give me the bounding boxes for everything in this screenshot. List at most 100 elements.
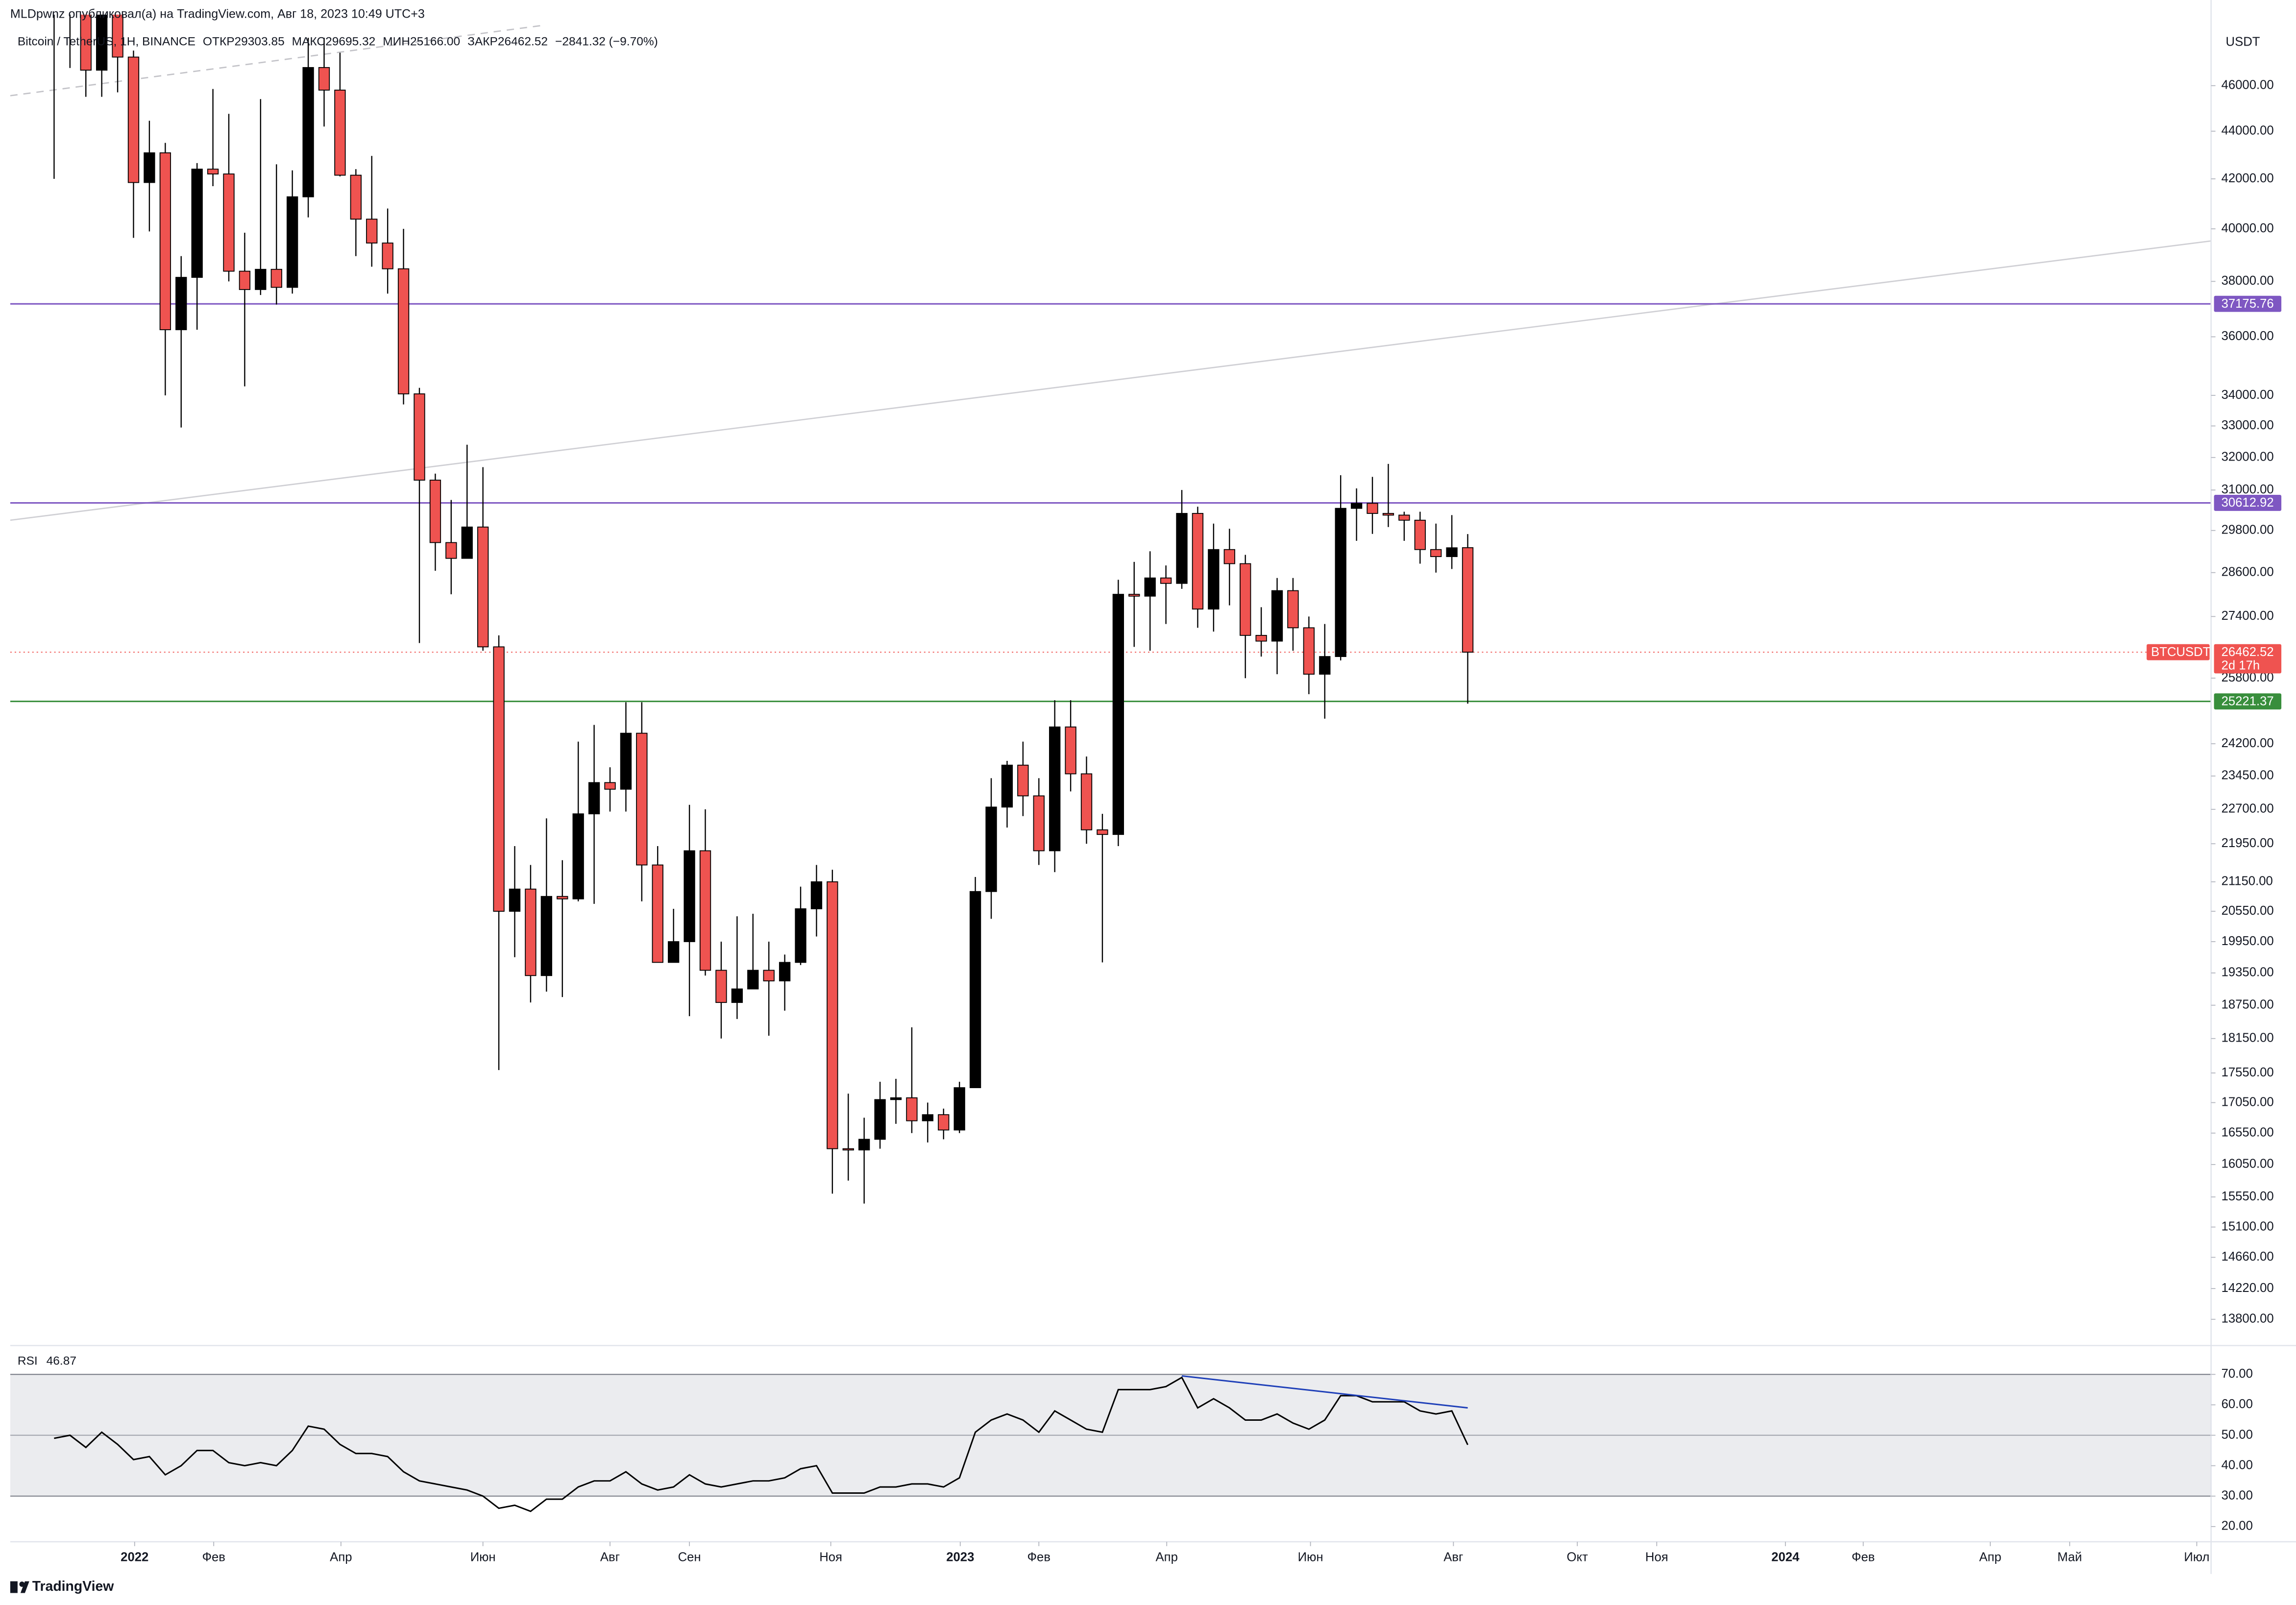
y-tick-label: 24200.00 <box>2222 736 2274 750</box>
y-tick-label: 15550.00 <box>2222 1190 2274 1203</box>
rsi-tick-label: 30.00 <box>2222 1489 2253 1503</box>
candle-body <box>922 1114 934 1121</box>
price-pane <box>10 14 2211 1204</box>
candle-body <box>906 1097 918 1121</box>
x-tick-label: Апр <box>330 1551 352 1564</box>
y-tick-label: 21950.00 <box>2222 836 2274 850</box>
candle-body <box>239 270 251 290</box>
y-tick-label: 17550.00 <box>2222 1066 2274 1079</box>
y-tick-label: 38000.00 <box>2222 274 2274 288</box>
level-label: 37175.76 <box>2222 297 2274 311</box>
y-tick-label: 28600.00 <box>2222 565 2274 579</box>
footer-brand: TradingView <box>32 1579 115 1594</box>
candle-body <box>636 732 648 866</box>
candle-body <box>112 14 123 58</box>
candle-body <box>445 542 457 559</box>
candle-body <box>255 268 267 290</box>
x-tick-label: Окт <box>1567 1551 1588 1564</box>
y-tick-label: 21150.00 <box>2222 875 2273 888</box>
candle-body <box>652 864 663 963</box>
rsi-tick-label: 20.00 <box>2222 1519 2253 1533</box>
candle-body <box>763 970 775 982</box>
y-tick-label: 19350.00 <box>2222 966 2274 979</box>
y-tick-label: 18750.00 <box>2222 998 2274 1012</box>
y-tick-label: 17050.00 <box>2222 1095 2274 1109</box>
rsi-legend: RSI 46.87 <box>18 1355 76 1368</box>
rsi-trendline <box>1181 1375 1468 1409</box>
candle-body <box>684 850 695 942</box>
candle-body <box>429 480 441 543</box>
symbol-label: BTCUSDT <box>2151 645 2211 659</box>
candle-body <box>1335 508 1346 657</box>
price-label-bg <box>2214 644 2282 674</box>
y-tick-label: 36000.00 <box>2222 329 2274 343</box>
candle-body <box>302 67 314 197</box>
candle-body <box>938 1114 950 1131</box>
rsi-tick-label: 70.00 <box>2222 1367 2253 1381</box>
y-tick-label: 44000.00 <box>2222 124 2274 138</box>
logo-part <box>19 1581 25 1587</box>
y-tick-label: 15100.00 <box>2222 1219 2274 1233</box>
rsi-value: 46.87 <box>47 1355 76 1368</box>
legend-item: МАКС29695.32 <box>292 35 376 49</box>
candle-body <box>191 169 203 278</box>
x-tick-label: Апр <box>1156 1551 1178 1564</box>
candle-body <box>572 813 584 900</box>
candle-body <box>1271 590 1283 642</box>
candle-body <box>969 891 981 1088</box>
y-tick-label: 34000.00 <box>2222 388 2274 402</box>
candle-body <box>1430 549 1442 557</box>
y-tick-label: 19950.00 <box>2222 934 2274 948</box>
x-tick-label: Фев <box>1027 1551 1050 1564</box>
candle-body <box>1097 829 1108 835</box>
logo-part <box>10 1581 18 1593</box>
level-label-bg <box>2214 295 2282 312</box>
candle-body <box>414 393 425 481</box>
legend-item: −2841.32 (−9.70%) <box>555 35 658 49</box>
y-tick-label: 33000.00 <box>2222 418 2274 432</box>
logo-part <box>20 1581 29 1593</box>
candle-body <box>1462 547 1474 653</box>
candle-body <box>144 152 155 183</box>
y-tick-label: 32000.00 <box>2222 450 2274 464</box>
candle-body <box>810 881 823 909</box>
trendline <box>10 240 2211 521</box>
rsi-name: RSI <box>18 1355 38 1368</box>
x-tick-label: Июн <box>1298 1551 1323 1564</box>
rsi-line <box>54 1376 1468 1512</box>
currency: USDT <box>2226 35 2260 49</box>
y-tick-label: 20550.00 <box>2222 904 2274 918</box>
candle-body <box>525 888 537 976</box>
candle-body <box>207 169 219 175</box>
price-label: 26462.52 <box>2222 645 2274 659</box>
candle-body <box>1065 726 1076 775</box>
texts: MLDpwnz опубликовал(а) на TradingView.co… <box>10 7 2282 1594</box>
x-tick-label: Июн <box>470 1551 496 1564</box>
legend: Bitcoin / TetherUS, 1Н, BINANCE ОТКР29303… <box>18 35 658 49</box>
publisher: MLDpwnz опубликовал(а) на TradingView.co… <box>10 7 425 21</box>
candle-body <box>1144 577 1156 597</box>
x-tick-label: Ноя <box>1645 1551 1668 1564</box>
legend-item: МИН25166.00 <box>383 35 460 49</box>
candle-body <box>1446 547 1458 557</box>
level-label-bg <box>2214 495 2282 511</box>
candle-body <box>540 896 552 976</box>
candle-body <box>827 881 838 1149</box>
countdown: 2d 17h <box>2222 658 2260 672</box>
candle-body <box>1319 656 1331 675</box>
y-tick-label: 16050.00 <box>2222 1157 2274 1171</box>
legend-title: Bitcoin / TetherUS, 1Н, BINANCE <box>18 35 195 49</box>
candle-body <box>334 90 346 176</box>
candle-body <box>953 1087 965 1131</box>
candle-body <box>127 56 140 183</box>
level-label: 30612.92 <box>2222 496 2274 510</box>
candle-body <box>477 526 489 648</box>
x-tick-label: Июл <box>2184 1551 2209 1564</box>
candle-body <box>1255 634 1267 642</box>
candle-body <box>223 173 235 272</box>
candle-body <box>588 782 600 815</box>
y-tick-label: 13800.00 <box>2222 1312 2274 1326</box>
footer-logo <box>10 1581 29 1593</box>
